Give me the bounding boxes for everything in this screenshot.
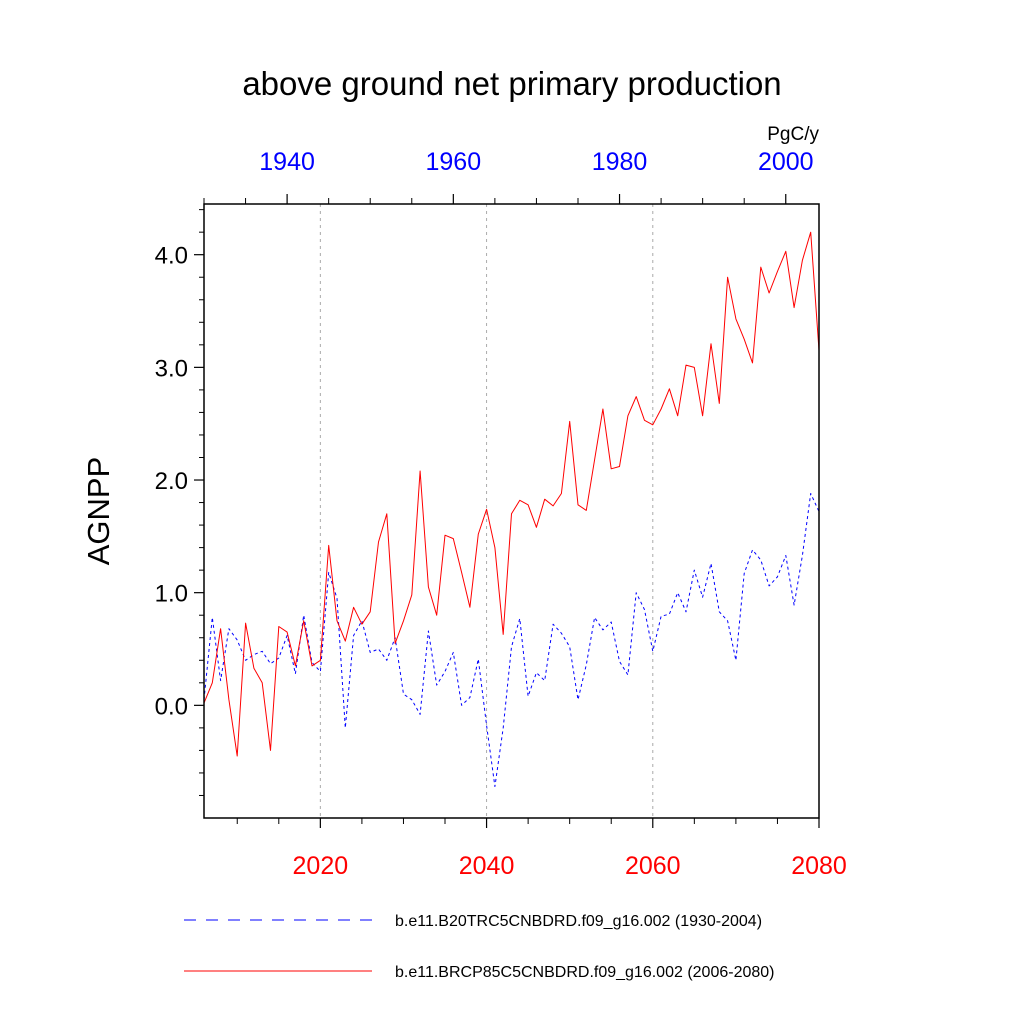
y-axis-label: AGNPP xyxy=(81,457,116,566)
y-tick-labels: 0.0 1.0 2.0 3.0 4.0 xyxy=(155,243,188,721)
bottom-tick-label: 2060 xyxy=(625,852,681,880)
vertical-grid-lines xyxy=(319,204,654,818)
bottom-tick-label: 2020 xyxy=(293,852,349,880)
y-tick-label: 2.0 xyxy=(155,468,188,495)
bottom-tick-label: 2080 xyxy=(791,852,847,880)
y-tick-label: 3.0 xyxy=(155,355,188,382)
y-tick-label: 4.0 xyxy=(155,243,188,270)
series-line-rcp85 xyxy=(203,231,820,757)
y-tick-label: 0.0 xyxy=(155,693,188,720)
top-x-tick-labels: 1940 1960 1980 2000 xyxy=(259,148,813,176)
y-tick-label: 1.0 xyxy=(155,581,188,608)
top-tick-label: 1940 xyxy=(259,148,315,176)
plot-frame xyxy=(203,203,820,819)
chart-title: above ground net primary production xyxy=(242,65,781,102)
axis-ticks xyxy=(194,194,820,828)
legend-label-rcp85: b.e11.BRCP85C5CNBDRD.f09_g16.002 (2006-2… xyxy=(395,964,774,981)
legend: b.e11.B20TRC5CNBDRD.f09_g16.002 (1930-20… xyxy=(184,913,774,981)
units-label: PgC/y xyxy=(767,124,819,145)
top-tick-label: 2000 xyxy=(758,148,814,176)
top-tick-label: 1980 xyxy=(592,148,648,176)
series-lines xyxy=(203,231,820,787)
bottom-tick-label: 2040 xyxy=(459,852,515,880)
top-tick-label: 1960 xyxy=(426,148,482,176)
series-line-historical xyxy=(203,493,820,787)
bottom-x-tick-labels: 2020 2040 2060 2080 xyxy=(293,852,847,880)
legend-label-historical: b.e11.B20TRC5CNBDRD.f09_g16.002 (1930-20… xyxy=(395,913,762,930)
